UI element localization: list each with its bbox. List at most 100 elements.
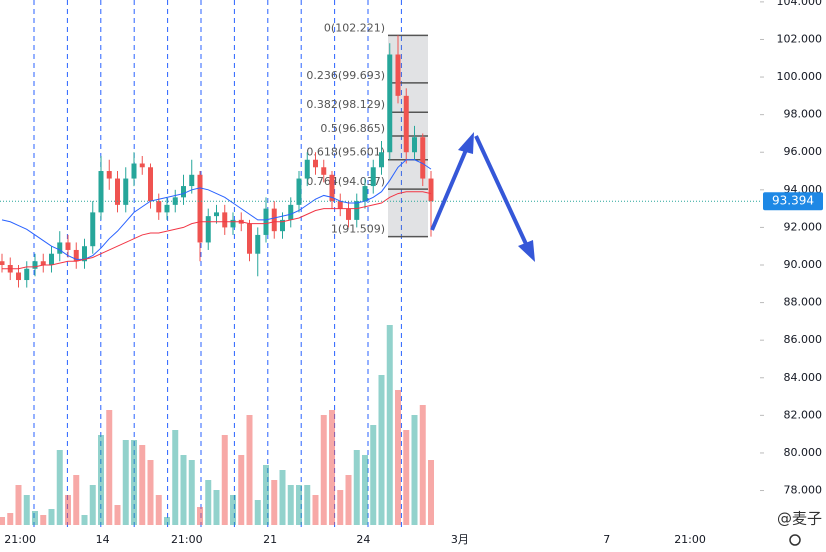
candle-body xyxy=(98,171,104,213)
y-tick-label: 100.000 xyxy=(777,70,823,83)
candle-body xyxy=(255,234,261,254)
candle-body xyxy=(164,204,170,213)
candle-body xyxy=(247,223,252,254)
y-tick-label: 98.000 xyxy=(784,108,823,121)
candle-body xyxy=(346,208,351,220)
volume-bar xyxy=(89,485,96,525)
x-tick-label: 21:00 xyxy=(674,533,706,546)
volume-bar xyxy=(230,495,236,525)
volume-bar xyxy=(378,375,385,525)
y-tick-label: 104.000 xyxy=(777,0,823,8)
moving-average xyxy=(2,191,432,270)
x-tick-label: 3月 xyxy=(451,533,469,546)
candle-body xyxy=(106,171,112,179)
candle-body xyxy=(197,174,203,243)
volume-bar xyxy=(419,405,426,525)
watermark: @麦子 xyxy=(777,510,822,528)
volume-bar xyxy=(221,435,228,525)
x-tick-label: 21:00 xyxy=(171,533,203,546)
candle-body xyxy=(181,186,186,198)
volume-bar xyxy=(238,455,245,525)
volume-bar xyxy=(48,509,55,525)
volume-bar xyxy=(304,485,311,525)
candle-body xyxy=(412,137,417,153)
y-tick-label: 90.000 xyxy=(784,258,823,271)
candle-body xyxy=(280,219,285,232)
candle-body xyxy=(65,242,71,250)
volume-bar xyxy=(32,511,38,525)
volume-bar xyxy=(172,430,179,525)
candle-body xyxy=(321,167,327,175)
volume-bar xyxy=(213,490,220,525)
volume-bar xyxy=(164,517,170,525)
y-tick-label: 102.000 xyxy=(777,32,823,45)
arrow-down xyxy=(474,135,528,245)
volume-bar xyxy=(296,485,302,525)
volume-bar xyxy=(287,485,294,525)
fib-label: 1(91.509) xyxy=(331,223,385,236)
candle-body xyxy=(172,197,178,205)
last-price-tag xyxy=(763,192,823,211)
candle-body xyxy=(329,174,335,202)
candle-body xyxy=(156,201,162,213)
volume-bar xyxy=(139,445,146,525)
x-tick-label: 21 xyxy=(263,533,277,546)
arrow-up xyxy=(430,149,468,231)
fib-label: 0.236(99.693) xyxy=(306,69,385,82)
candle-body xyxy=(90,212,96,247)
volume-bar xyxy=(403,430,410,525)
x-tick-label: 24 xyxy=(356,533,370,546)
volume-bar xyxy=(205,480,212,525)
x-tick-label: 7 xyxy=(603,533,610,546)
volume-bar xyxy=(188,460,195,525)
y-tick-label: 82.000 xyxy=(784,408,823,421)
candle-body xyxy=(49,253,54,265)
fib-label: 0.5(96.865) xyxy=(320,122,385,135)
price-layer xyxy=(0,35,760,288)
volume-bar xyxy=(56,450,63,525)
settings-icon[interactable] xyxy=(789,534,801,546)
volume-bar xyxy=(329,410,335,525)
candle-body xyxy=(115,178,120,205)
y-tick-label: 96.000 xyxy=(784,145,823,158)
x-tick-label: 21:00 xyxy=(4,533,36,546)
volume-bar xyxy=(15,485,22,525)
volume-layer xyxy=(0,325,434,525)
candle-body xyxy=(354,201,360,220)
candle-body xyxy=(24,268,30,281)
candle-body xyxy=(148,167,153,202)
volume-bar xyxy=(362,455,368,525)
candle-body xyxy=(123,178,129,205)
volume-bar xyxy=(254,500,261,525)
fib-label: 0.382(98.129) xyxy=(306,98,385,111)
y-tick-label: 78.000 xyxy=(784,484,823,497)
volume-bar xyxy=(345,475,352,525)
volume-bar xyxy=(386,325,393,525)
candle-body xyxy=(387,54,393,153)
volume-bar xyxy=(155,495,162,525)
candle-body xyxy=(337,201,343,209)
candle-body xyxy=(403,95,409,153)
volume-bar xyxy=(337,490,344,525)
volume-bar xyxy=(106,410,113,525)
candle-body xyxy=(73,249,79,262)
candle-body xyxy=(263,208,269,235)
volume-bar xyxy=(114,505,121,525)
axes: 78.000 80.000 82.000 84.000 86.000 88.000 90.0… xyxy=(4,0,823,546)
fib-label: 0.618(95.601) xyxy=(306,146,385,159)
candle-body xyxy=(428,178,434,202)
moving-average xyxy=(1,159,432,260)
candle-body xyxy=(131,163,137,179)
candle-body xyxy=(40,261,46,265)
volume-bar xyxy=(279,470,286,525)
volume-bar xyxy=(40,515,47,525)
candle-body xyxy=(230,219,236,228)
volume-bar xyxy=(411,415,418,525)
y-tick-label: 86.000 xyxy=(784,333,823,346)
volume-bar xyxy=(81,515,88,525)
x-tick-label: 14 xyxy=(96,533,110,546)
candle-body xyxy=(32,261,38,269)
candle-body xyxy=(139,163,145,168)
volume-bar xyxy=(131,440,137,525)
